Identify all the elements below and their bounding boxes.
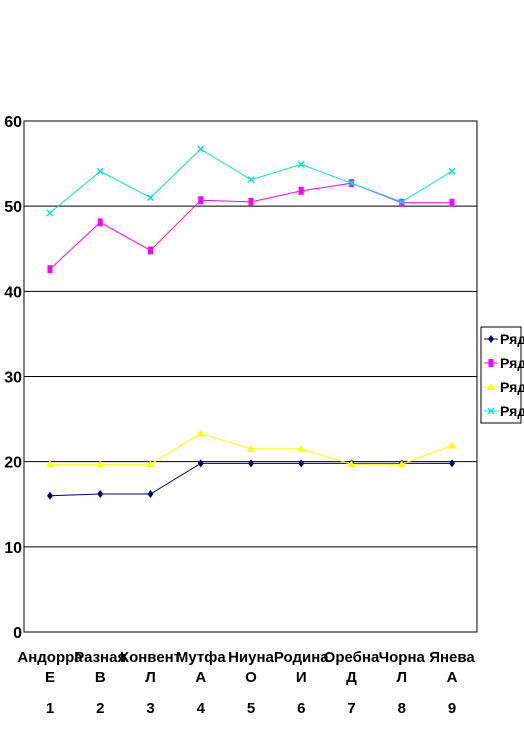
series-2 xyxy=(47,179,455,274)
plot-series xyxy=(46,145,456,500)
x-category-label: Л xyxy=(396,669,407,686)
legend-marker xyxy=(488,335,494,343)
data-point xyxy=(297,444,306,452)
data-point xyxy=(247,444,255,452)
data-point xyxy=(147,490,154,499)
data-point xyxy=(298,459,305,468)
x-category-label: О xyxy=(245,669,257,686)
data-point xyxy=(97,490,104,499)
x-category-number: 9 xyxy=(448,700,456,717)
data-point xyxy=(449,459,455,468)
data-point xyxy=(448,441,456,449)
legend-label: Ряд2 xyxy=(500,355,524,371)
data-point xyxy=(146,194,155,202)
legend-label: Ряд3 xyxy=(500,379,524,395)
legend-box xyxy=(480,326,522,424)
x-category-label: Ниуна xyxy=(228,649,274,666)
data-point xyxy=(297,160,305,168)
x-category-label: Д xyxy=(346,669,357,686)
legend-label: Ряд4 xyxy=(500,403,524,419)
legend-item: Ряд1 xyxy=(484,331,524,347)
data-point xyxy=(247,176,255,184)
data-point xyxy=(197,459,204,468)
data-point xyxy=(347,179,356,187)
legend-marker xyxy=(488,359,494,367)
data-point xyxy=(248,459,254,468)
data-point xyxy=(97,218,103,227)
x-category-label: Родина xyxy=(274,649,329,666)
data-point xyxy=(196,429,205,437)
data-point xyxy=(448,167,456,175)
legend-marker xyxy=(487,407,495,415)
data-point xyxy=(148,246,153,255)
data-point xyxy=(146,460,155,468)
x-category-number: 7 xyxy=(347,700,355,717)
y-tick-label: 30 xyxy=(4,370,22,387)
legend-marker xyxy=(487,383,495,390)
series-3 xyxy=(46,429,456,468)
x-category-label: Л xyxy=(145,669,156,686)
y-tick-label: 60 xyxy=(4,114,22,131)
x-category-label: Андорра xyxy=(17,649,83,666)
x-category-number: 8 xyxy=(398,700,406,717)
x-category-number: 6 xyxy=(297,700,305,717)
y-axis: 0 10 20 30 40 50 60 xyxy=(4,114,22,642)
legend: Ряд1 Ряд2 Ряд3 Ряд4 xyxy=(480,326,524,424)
y-tick-label: 0 xyxy=(13,625,22,642)
legend-label: Ряд1 xyxy=(500,331,524,347)
data-point xyxy=(96,167,104,175)
legend-item: Ряд3 xyxy=(484,379,524,395)
x-category-number: 3 xyxy=(146,700,154,717)
y-tick-label: 40 xyxy=(4,284,22,301)
series-1 xyxy=(47,459,455,500)
data-point xyxy=(96,460,105,468)
x-category-label: И xyxy=(296,669,307,686)
y-tick-label: 10 xyxy=(4,540,22,557)
legend-item: Ряд2 xyxy=(484,355,524,371)
x-category-label: Янева xyxy=(429,649,475,666)
x-category-label: Е xyxy=(45,669,55,686)
series-4 xyxy=(46,145,456,217)
data-point xyxy=(197,145,205,153)
y-tick-label: 20 xyxy=(4,455,22,472)
data-point xyxy=(347,460,356,468)
data-point xyxy=(198,196,204,205)
x-category-label: Мутфа xyxy=(176,649,226,666)
data-point xyxy=(398,198,406,206)
data-point xyxy=(47,265,53,274)
legend-item: Ряд4 xyxy=(484,403,524,419)
x-category-number: 1 xyxy=(46,700,54,717)
x-category-label: Оребна xyxy=(324,649,380,666)
data-point xyxy=(47,491,53,500)
x-axis: Андорра Е 1 Разная В 2 Конвент Л 3 Мутфа А 4 Ниуна О 5… xyxy=(17,649,475,717)
series-line xyxy=(49,462,452,497)
data-point xyxy=(449,198,455,207)
x-category-number: 4 xyxy=(197,700,206,717)
y-tick-label: 50 xyxy=(4,199,22,216)
data-point xyxy=(298,186,304,195)
x-category-label: А xyxy=(195,669,206,686)
x-category-label: А xyxy=(447,669,458,686)
x-category-label: Разная xyxy=(74,649,126,666)
x-category-label: Чорна xyxy=(379,649,426,666)
x-category-number: 5 xyxy=(247,700,255,717)
data-point xyxy=(397,460,406,468)
data-point xyxy=(46,209,54,217)
data-point xyxy=(248,197,254,206)
series-line xyxy=(49,182,452,270)
x-category-label: В xyxy=(95,669,106,686)
x-category-number: 2 xyxy=(96,700,104,717)
x-category-label: Конвент xyxy=(120,649,181,666)
data-point xyxy=(46,460,54,468)
